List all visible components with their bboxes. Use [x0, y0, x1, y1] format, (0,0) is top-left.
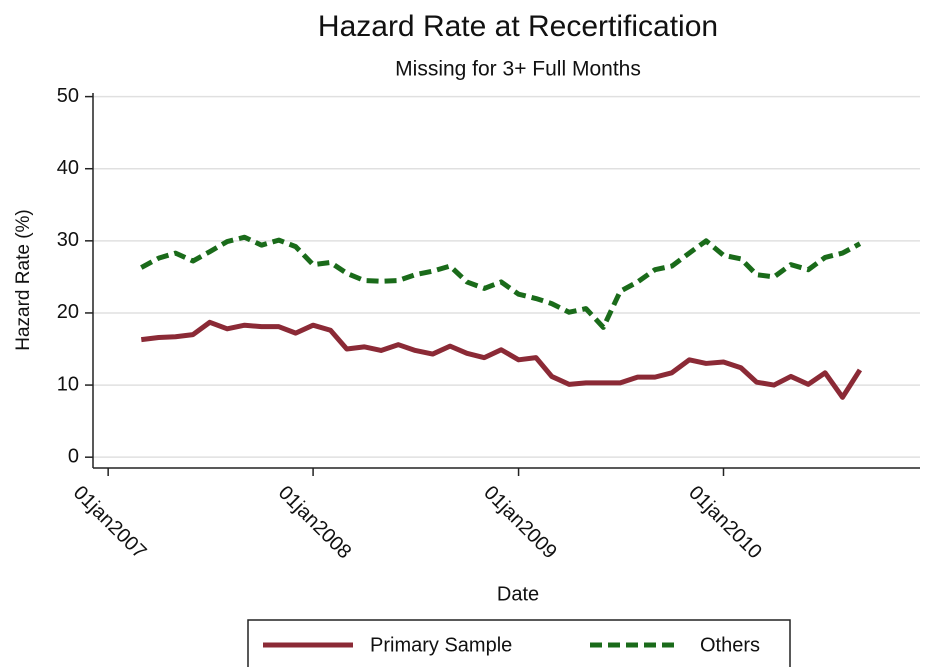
legend-label: Primary Sample: [370, 634, 512, 656]
chart-subtitle: Missing for 3+ Full Months: [395, 58, 641, 81]
legend-label: Others: [700, 634, 760, 656]
y-tick-label: 40: [57, 157, 79, 179]
legend-box: [247, 619, 791, 667]
x-axis-label: Date: [497, 583, 539, 605]
y-tick-label: 50: [57, 85, 79, 107]
x-tick-label: 01jan2009: [479, 482, 561, 564]
series-line: [140, 319, 863, 400]
x-tick-label: 01jan2008: [274, 482, 356, 564]
series-line: [140, 234, 862, 330]
y-tick-label: 10: [57, 373, 79, 395]
x-tick-label: 01jan2010: [684, 482, 766, 564]
y-axis-label: Hazard Rate (%): [13, 209, 34, 351]
x-tick-label: 01jan2007: [69, 482, 151, 564]
y-tick-label: 0: [68, 445, 79, 467]
y-tick-label: 20: [57, 301, 79, 323]
y-tick-label: 30: [57, 229, 79, 251]
chart-title: Hazard Rate at Recertification: [318, 10, 718, 43]
